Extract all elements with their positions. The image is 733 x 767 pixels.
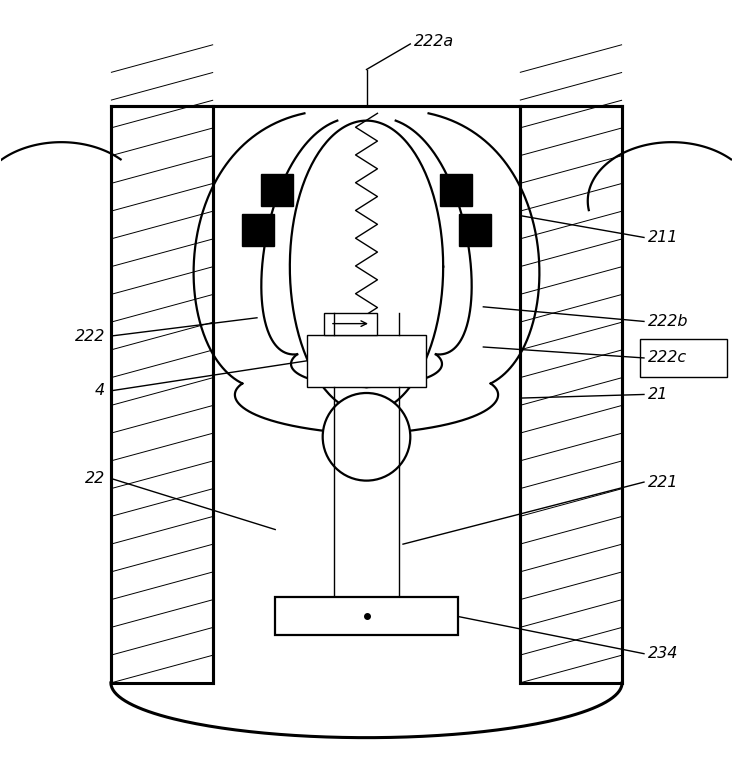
Text: 222a: 222a: [414, 35, 454, 49]
Polygon shape: [111, 106, 213, 683]
Text: 4: 4: [95, 384, 105, 398]
Polygon shape: [324, 313, 377, 334]
Polygon shape: [459, 214, 490, 246]
Text: 221: 221: [648, 475, 678, 489]
Text: 234: 234: [648, 646, 678, 661]
Text: 222c: 222c: [648, 351, 687, 365]
Polygon shape: [440, 174, 471, 206]
Polygon shape: [306, 334, 427, 387]
Circle shape: [323, 393, 410, 481]
Polygon shape: [275, 597, 458, 635]
Text: 22: 22: [85, 471, 105, 486]
Text: 222b: 222b: [648, 314, 688, 329]
Polygon shape: [243, 214, 274, 246]
Polygon shape: [520, 106, 622, 683]
Text: 222: 222: [75, 328, 105, 344]
Text: 21: 21: [648, 387, 668, 402]
FancyBboxPatch shape: [640, 339, 727, 377]
Polygon shape: [262, 174, 293, 206]
Text: 211: 211: [648, 230, 678, 245]
